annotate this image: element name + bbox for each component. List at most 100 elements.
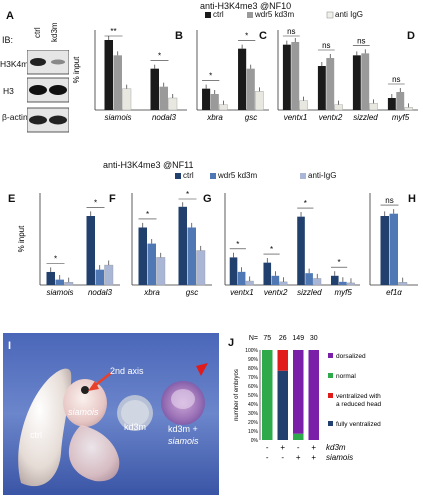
bar-c-0-2 — [219, 104, 228, 111]
label-combo-1: kd3m + — [168, 424, 198, 434]
legend-swatch — [328, 373, 333, 378]
legend-swatch — [328, 353, 333, 358]
category-label: xbra — [206, 113, 223, 122]
chart-e: % input siamois * nodal3 * — [17, 193, 120, 297]
bar-h-0-0 — [380, 216, 389, 285]
significance-label: * — [54, 254, 57, 263]
y-axis-label: number of embryos — [234, 369, 240, 421]
significance-label: * — [186, 190, 189, 199]
blot-row-h3k4me3: H3K4me3 — [0, 59, 38, 69]
y-tick-label: 80% — [248, 366, 259, 372]
blot-row-h3: H3 — [3, 86, 14, 96]
significance-label: * — [245, 32, 248, 41]
stack-segment — [293, 350, 304, 434]
condition-mark: + — [296, 453, 301, 462]
bar-g-1-1 — [271, 275, 280, 285]
label-kd3m-embryo: kd3m — [124, 422, 147, 432]
y-tick-label: 40% — [248, 402, 259, 408]
bar-c-1-2 — [255, 91, 264, 111]
top-title: anti-H3K4me3 @NF10 — [200, 1, 292, 11]
significance-label: * — [338, 258, 341, 267]
bar-d-2-2 — [369, 103, 378, 111]
panel-j-chart: 0% 10% 20% 30% 40% 50% 60% 70% 80% 90% 100% number … — [234, 335, 382, 462]
embryo-photo — [3, 333, 219, 495]
bar-b-0-0 — [104, 40, 113, 110]
bar-c-1-0 — [238, 48, 247, 110]
bar-f-0-2 — [156, 257, 166, 286]
condition-mark: - — [281, 453, 284, 462]
bar-b-0-1 — [113, 55, 122, 110]
bar-g-0-0 — [229, 257, 238, 285]
bar-e-0-2 — [64, 282, 74, 286]
bar-d-0-1 — [291, 42, 300, 110]
significance-label: * — [236, 240, 239, 249]
y-axis-label: % input — [17, 225, 26, 252]
y-tick-label: 30% — [248, 411, 259, 417]
chart-g: ventx1 * ventx2 * sizzled * myf5 * — [224, 193, 360, 297]
legend-label: normal — [336, 373, 356, 380]
western-blot — [27, 50, 69, 133]
legend-label: fully ventralized — [336, 421, 381, 428]
bar-e-1-0 — [86, 216, 95, 285]
significance-label: * — [209, 72, 212, 81]
bar-g-1-0 — [263, 262, 272, 285]
category-label: ventx2 — [264, 288, 288, 297]
significance-label: ns — [392, 75, 400, 84]
category-label: sizzled — [297, 288, 322, 297]
bar-g-2-0 — [297, 216, 305, 285]
category-label: ef1α — [386, 288, 402, 297]
label-combo-2: siamois — [168, 436, 199, 446]
n-value: 149 — [292, 335, 304, 342]
stack-segment — [308, 350, 319, 440]
legend-top — [205, 11, 334, 19]
bar-d-2-0 — [352, 55, 361, 110]
bar-c-0-1 — [210, 94, 219, 110]
stack-segment — [277, 370, 288, 440]
bar-b-0-2 — [122, 88, 132, 111]
category-label: ventx1 — [230, 288, 254, 297]
panel-c-letter: C — [259, 30, 267, 42]
bar-c-0-0 — [202, 88, 211, 110]
chart-d: ventx1 ns ventx2 ns sizzled ns myf5 ns — [277, 27, 418, 122]
blot-row-actin: β-actin — [2, 112, 28, 122]
stack-segment — [293, 433, 304, 440]
bar-e-1-2 — [104, 264, 114, 286]
label-siamois-embryo: siamois — [68, 407, 99, 417]
bar-f-0-1 — [147, 243, 156, 285]
label-ctrl-embryo: ctrl — [30, 430, 42, 440]
legend-mid-igg: anti-IgG — [308, 171, 337, 180]
bar-g-3-1 — [339, 281, 347, 285]
condition-mark: + — [311, 443, 316, 452]
category-label: siamois — [46, 288, 73, 297]
bar-f-1-0 — [178, 206, 187, 285]
y-tick-label: 70% — [248, 375, 259, 381]
legend-label: a reduced head — [336, 401, 382, 408]
y-tick-label: 50% — [248, 393, 259, 399]
panel-f-letter: F — [109, 193, 116, 205]
significance-label: * — [304, 199, 307, 208]
chart-b: % input siamois ** nodal3 * — [72, 27, 187, 122]
y-tick-label: 10% — [248, 429, 259, 435]
significance-label: * — [94, 198, 97, 207]
significance-label: ns — [287, 27, 295, 36]
bar-h-0-1 — [389, 213, 398, 285]
significance-label: * — [270, 245, 273, 254]
significance-label: * — [146, 210, 149, 219]
bar-d-3-1 — [396, 92, 405, 110]
n-value: 30 — [310, 335, 318, 342]
bar-d-0-0 — [282, 44, 291, 110]
bar-g-0-1 — [237, 271, 246, 285]
panel-h-letter: H — [408, 193, 416, 205]
legend-swatch — [328, 393, 333, 398]
condition-mark: - — [297, 443, 300, 452]
bar-g-0-2 — [245, 280, 254, 286]
stack-segment — [277, 350, 288, 371]
bar-g-1-2 — [279, 281, 288, 286]
category-label: nodal3 — [152, 113, 177, 122]
bar-f-1-2 — [196, 250, 206, 286]
category-label: gsc — [186, 288, 198, 297]
bar-h-0-2 — [398, 282, 408, 286]
bar-g-2-2 — [313, 278, 322, 286]
bar-b-1-2 — [168, 97, 178, 111]
panel-i-letter: I — [8, 340, 12, 352]
